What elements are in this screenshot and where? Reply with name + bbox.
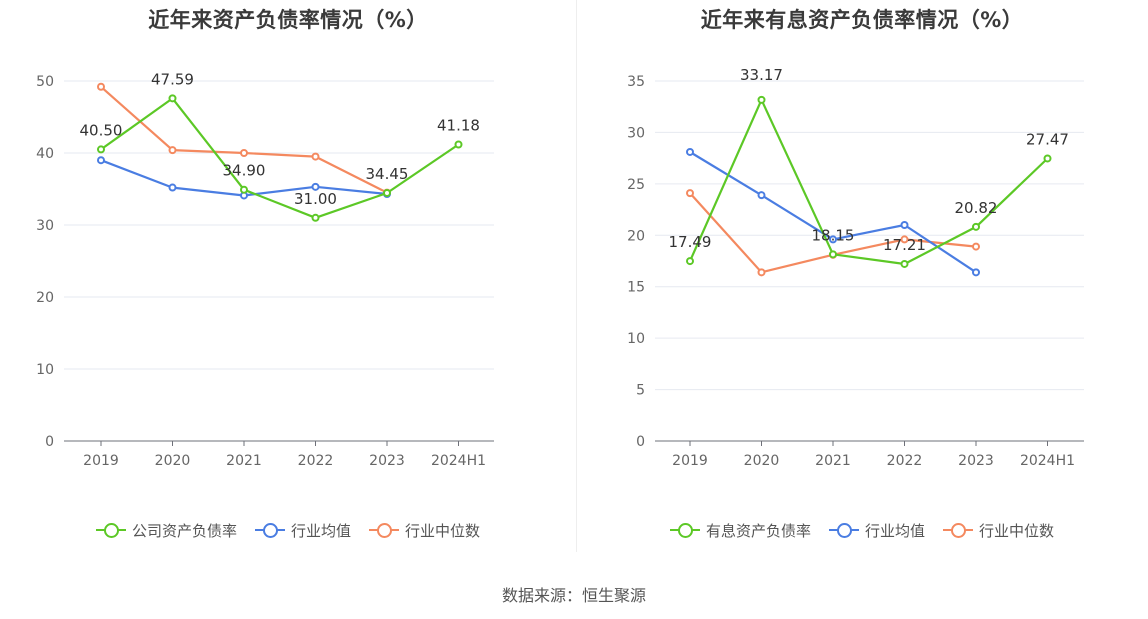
data-point xyxy=(829,235,837,244)
x-tick-label: 2019 xyxy=(83,453,119,469)
y-tick-label: 0 xyxy=(45,434,54,450)
x-tick-label: 2021 xyxy=(815,453,851,469)
legend-marker-icon xyxy=(669,522,700,538)
data-label: 33.17 xyxy=(740,66,783,84)
data-label: 17.49 xyxy=(669,233,712,251)
x-tick-label: 2024H1 xyxy=(431,453,486,469)
data-label: 20.82 xyxy=(955,199,998,217)
series-line xyxy=(100,97,460,219)
chart-legend: 有息资产负债率 行业均值 行业中位数 xyxy=(576,518,1148,542)
y-tick-label: 30 xyxy=(627,125,645,141)
chart-panel-interest-bearing-debt-ratio: 近年来有息资产负债率情况（%） 0 5 10 15 20 25 30 35 2019 2020 20… xyxy=(576,0,1148,560)
legend-marker-icon xyxy=(828,522,859,538)
y-tick-label: 30 xyxy=(36,218,54,234)
data-label: 18.15 xyxy=(812,226,855,244)
data-point xyxy=(168,146,177,155)
legend-marker-icon xyxy=(254,522,285,538)
data-point xyxy=(757,95,766,104)
x-tick-label: 2021 xyxy=(226,453,262,469)
data-label: 27.47 xyxy=(1026,130,1069,148)
data-point xyxy=(97,145,105,154)
y-tick-label: 5 xyxy=(636,383,645,399)
data-source-note: 数据来源：恒生聚源 xyxy=(501,586,646,605)
legend-marker-icon xyxy=(943,522,973,538)
data-point xyxy=(240,149,248,157)
data-point xyxy=(900,259,909,268)
y-tick-label: 20 xyxy=(627,228,645,244)
y-tick-label: 50 xyxy=(36,74,54,90)
legend-label: 行业中位数 xyxy=(979,521,1055,540)
legend-item[interactable]: 公司资产负债率 xyxy=(95,520,237,541)
y-tick-label: 15 xyxy=(627,280,645,296)
data-label: 41.18 xyxy=(437,117,480,135)
chart-svg: 0 10 20 30 40 50 2019 2020 2021 2022 2023 2024H1 40.… xyxy=(36,70,494,469)
data-point xyxy=(240,185,248,194)
data-point xyxy=(97,82,105,91)
data-point xyxy=(311,152,320,161)
data-point xyxy=(686,189,694,198)
data-point xyxy=(311,213,320,222)
legend-marker-icon xyxy=(95,522,126,538)
data-point xyxy=(686,257,694,266)
data-point xyxy=(972,242,980,251)
data-point xyxy=(757,268,766,277)
y-tick-label: 10 xyxy=(627,331,645,347)
data-label: 34.45 xyxy=(366,165,409,183)
legend-item[interactable]: 行业均值 xyxy=(828,520,925,541)
chart-title: 近年来有息资产负债率情况（%） xyxy=(700,8,1024,32)
data-point xyxy=(972,268,980,277)
data-point xyxy=(1043,154,1052,163)
legend-item[interactable]: 有息资产负债率 xyxy=(669,520,811,541)
y-tick-label: 25 xyxy=(627,177,645,193)
x-tick-label: 2022 xyxy=(887,453,923,469)
y-tick-label: 0 xyxy=(636,434,645,450)
panel-divider xyxy=(576,0,577,552)
y-tick-label: 10 xyxy=(36,362,54,378)
x-tick-label: 2022 xyxy=(298,453,334,469)
data-point xyxy=(168,183,177,192)
data-point xyxy=(900,235,909,244)
data-label: 31.00 xyxy=(294,190,337,208)
data-label: 47.59 xyxy=(151,70,194,88)
legend-marker-icon xyxy=(369,522,399,538)
data-label: 34.90 xyxy=(223,162,266,180)
legend-item[interactable]: 行业中位数 xyxy=(369,520,480,541)
legend-item[interactable]: 行业均值 xyxy=(254,520,351,541)
data-point xyxy=(757,191,766,200)
legend-item[interactable]: 行业中位数 xyxy=(943,520,1054,541)
chart-legend: 公司资产负债率 行业均值 行业中位数 xyxy=(0,518,576,542)
x-tick-label: 2020 xyxy=(744,453,780,469)
data-point xyxy=(972,222,980,231)
chart-title: 近年来资产负债率情况（%） xyxy=(148,8,428,32)
chart-svg: 0 5 10 15 20 25 30 35 2019 2020 2021 2022 2023 2024H1… xyxy=(627,66,1084,469)
x-tick-label: 2020 xyxy=(155,453,191,469)
legend-label: 行业均值 xyxy=(864,521,925,540)
data-point xyxy=(454,140,463,149)
data-point xyxy=(311,182,320,191)
y-tick-label: 35 xyxy=(627,74,645,90)
data-point xyxy=(686,147,694,156)
y-tick-label: 40 xyxy=(36,146,54,162)
x-tick-label: 2023 xyxy=(369,453,405,469)
x-tick-label: 2019 xyxy=(672,453,708,469)
data-label: 40.50 xyxy=(80,121,123,139)
data-point xyxy=(383,188,391,197)
x-tick-label: 2023 xyxy=(958,453,994,469)
legend-label: 公司资产负债率 xyxy=(131,521,237,540)
chart-panel-debt-ratio: 近年来资产负债率情况（%） 0 10 20 30 40 50 2019 2020 2021 202… xyxy=(0,0,576,560)
legend-label: 行业均值 xyxy=(290,521,351,540)
data-point xyxy=(97,156,105,165)
data-point xyxy=(829,250,837,259)
data-label: 17.21 xyxy=(883,236,926,254)
legend-label: 行业中位数 xyxy=(405,521,481,540)
data-point xyxy=(900,221,909,229)
y-tick-label: 20 xyxy=(36,290,54,306)
series-line xyxy=(688,98,1049,266)
x-tick-label: 2024H1 xyxy=(1020,453,1075,469)
legend-label: 有息资产负债率 xyxy=(705,521,811,540)
data-point xyxy=(168,94,177,103)
